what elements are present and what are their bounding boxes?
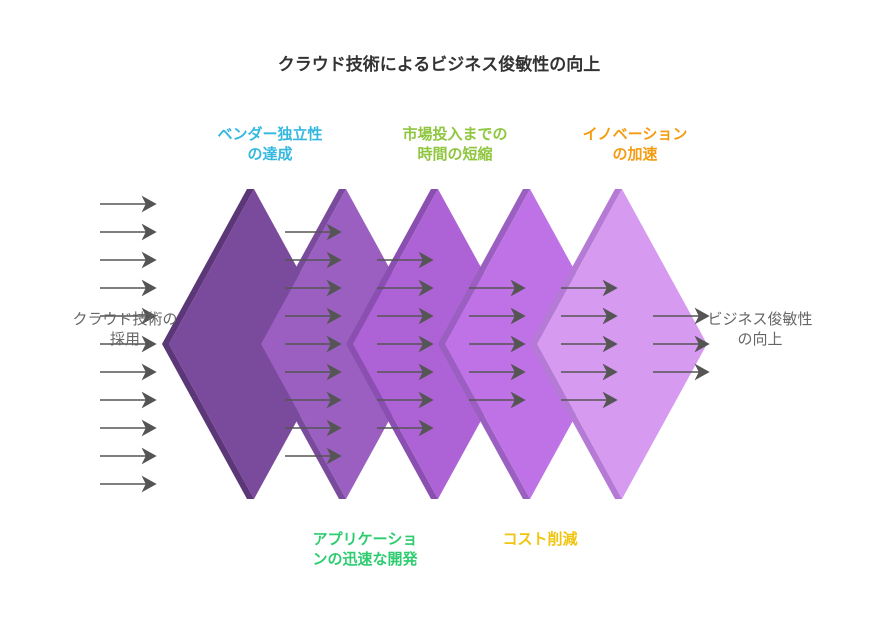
top-label-1: 市場投入までの 時間の短縮 [375,125,535,166]
bottom-label-1: コスト削減 [480,530,600,550]
bottom-label-0: アプリケーショ ンの迅速な開発 [280,530,450,571]
top-label-2: イノベーション の加速 [560,125,710,166]
output-label: ビジネス俊敏性 の向上 [690,310,830,351]
top-label-0: ベンダー独立性 の達成 [195,125,345,166]
input-label: クラウド技術の 採用 [60,310,190,351]
